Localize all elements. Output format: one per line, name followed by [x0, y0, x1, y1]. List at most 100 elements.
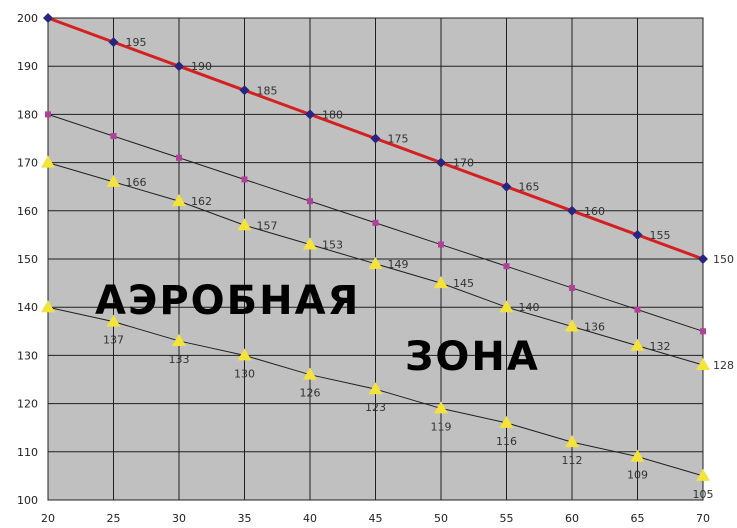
data-point [698, 254, 708, 264]
x-tick-label: 65 [631, 512, 645, 525]
y-tick-label: 190 [17, 60, 38, 73]
y-tick-label: 110 [17, 446, 38, 459]
x-tick-label: 40 [303, 512, 317, 525]
data-point [630, 449, 645, 462]
x-tick-label: 50 [434, 512, 448, 525]
data-point [176, 154, 182, 161]
data-point [438, 241, 444, 248]
data-label: 165 [519, 181, 540, 194]
data-label: 133 [169, 353, 190, 366]
data-point [41, 300, 55, 313]
data-point [503, 263, 510, 270]
y-tick-label: 170 [17, 157, 38, 170]
data-point [303, 367, 317, 380]
y-tick-label: 120 [17, 398, 38, 411]
y-tick-label: 160 [17, 205, 38, 218]
data-point [634, 306, 641, 313]
y-tick-label: 180 [17, 108, 38, 121]
data-label: 109 [627, 469, 648, 482]
axis-ticks: 100 110 120 130 140 150 160 170 180 190 200 20 25 30 3… [17, 12, 710, 525]
data-point [567, 205, 577, 216]
x-tick-label: 60 [565, 512, 579, 525]
data-point [172, 333, 186, 346]
data-point [43, 13, 53, 23]
data-point [565, 435, 579, 448]
data-label: 195 [126, 36, 147, 49]
data-point [569, 284, 575, 291]
data-point [241, 176, 248, 183]
data-point [501, 181, 512, 192]
data-label: 162 [191, 195, 212, 208]
data-point [434, 276, 448, 289]
data-label: 140 [519, 301, 540, 314]
data-label: 155 [650, 229, 671, 242]
data-point [110, 133, 117, 140]
data-point [172, 194, 186, 207]
data-point [565, 319, 579, 332]
data-point [305, 109, 315, 120]
y-tick-label: 200 [17, 12, 38, 25]
data-point [108, 37, 119, 48]
data-label: 119 [431, 420, 452, 433]
annotation-zone: ЗОНА [405, 334, 540, 380]
data-label: 136 [584, 320, 605, 333]
data-label: 130 [234, 367, 255, 380]
data-label: 175 [388, 133, 409, 146]
data-point [632, 229, 643, 240]
data-label: 137 [103, 334, 124, 347]
annotation-aerobic: АЭРОБНАЯ [95, 278, 360, 324]
y-tick-label: 150 [17, 253, 38, 266]
data-point [372, 219, 379, 226]
x-tick-label: 25 [107, 512, 121, 525]
data-label: 145 [453, 277, 474, 290]
data-point [696, 468, 710, 481]
data-point [436, 157, 446, 168]
y-tick-label: 130 [17, 349, 38, 362]
x-tick-label: 20 [41, 512, 55, 525]
data-point [368, 256, 383, 269]
data-label: 153 [322, 239, 343, 252]
series-2: 166 162 157 153 149 145 140 136 132 128 [41, 155, 734, 372]
data-point [630, 338, 645, 351]
data-label: 149 [388, 258, 409, 271]
data-point [237, 218, 252, 231]
data-label: 185 [257, 84, 278, 97]
data-point [307, 198, 313, 205]
data-label: 132 [650, 340, 671, 353]
data-point [237, 348, 252, 361]
data-point [499, 300, 514, 313]
data-point [499, 415, 514, 428]
data-label: 190 [191, 60, 212, 73]
data-point [239, 85, 250, 96]
data-label: 160 [584, 205, 605, 218]
grid [47, 17, 704, 501]
data-label: 123 [365, 401, 386, 414]
data-label: 116 [496, 435, 517, 448]
data-label: 126 [300, 387, 321, 400]
data-label: 112 [562, 454, 583, 467]
data-point [370, 133, 381, 144]
data-point [303, 237, 317, 250]
data-label: 105 [693, 488, 714, 501]
series-3: 137 133 130 126 123 119 116 112 109 105 [41, 300, 714, 501]
data-label: 170 [453, 157, 474, 170]
data-label: 128 [713, 359, 734, 372]
x-tick-label: 45 [369, 512, 383, 525]
data-point [45, 111, 51, 118]
data-point [41, 155, 55, 168]
series-1 [45, 111, 706, 335]
data-point [174, 61, 184, 72]
y-tick-label: 100 [17, 494, 38, 507]
data-point [700, 328, 706, 335]
series-0: 195 190 185 180 175 170 165 160 155 150 [43, 13, 734, 266]
y-tick-label: 140 [17, 301, 38, 314]
data-point [434, 401, 448, 414]
data-label: 150 [713, 253, 734, 266]
x-tick-label: 70 [696, 512, 710, 525]
x-tick-label: 30 [172, 512, 186, 525]
x-tick-label: 55 [500, 512, 514, 525]
data-label: 180 [322, 108, 343, 121]
data-point [106, 314, 121, 327]
